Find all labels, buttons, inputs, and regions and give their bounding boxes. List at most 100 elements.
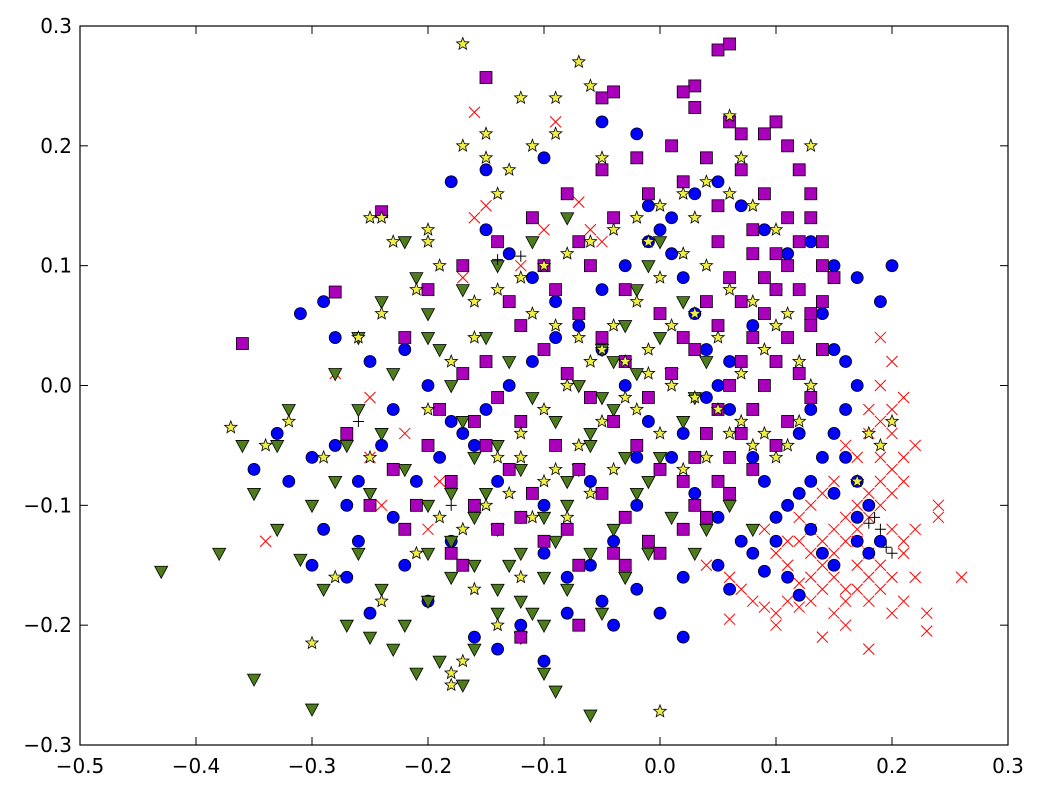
square-point	[444, 546, 458, 560]
x-tick-label: −0.1	[520, 754, 569, 778]
x-point	[828, 607, 840, 620]
circle-point	[282, 474, 296, 488]
circle-point	[804, 403, 818, 416]
square-point	[723, 450, 736, 464]
x-point	[851, 583, 864, 596]
plus-point	[445, 499, 457, 511]
star-point	[606, 461, 621, 476]
star-point	[768, 449, 784, 464]
circle-point	[467, 439, 481, 452]
triangle-point	[397, 619, 412, 634]
star-point	[606, 317, 621, 332]
square-point	[734, 127, 748, 141]
square-point	[595, 163, 609, 177]
star-point	[443, 353, 459, 368]
square-point	[642, 534, 655, 548]
triangle-point	[594, 607, 610, 622]
circle-point	[758, 223, 771, 237]
triangle-point	[420, 332, 436, 346]
square-point	[409, 498, 423, 512]
square-point	[734, 163, 748, 177]
x-point	[851, 523, 864, 536]
x-tick-label: 0.0	[644, 754, 676, 778]
circle-point	[293, 307, 307, 321]
square-point	[537, 343, 551, 356]
circle-point	[688, 486, 702, 500]
square-point	[769, 115, 783, 129]
x-point	[839, 583, 852, 596]
square-point	[804, 211, 818, 225]
star-point	[652, 198, 668, 212]
triangle-point	[536, 619, 552, 634]
x-point	[909, 571, 922, 584]
x-point	[828, 523, 840, 536]
star-point	[513, 425, 529, 440]
star-point	[478, 126, 494, 140]
circle-point	[317, 295, 331, 309]
star-point	[513, 569, 529, 584]
star-point	[304, 635, 320, 650]
square-point	[607, 546, 620, 560]
star-point	[664, 317, 679, 332]
triangle-point	[548, 535, 563, 550]
star-point	[722, 108, 737, 122]
square-point	[421, 283, 435, 297]
star-point	[594, 341, 610, 356]
circle-point	[850, 534, 864, 548]
triangle-point	[606, 404, 621, 418]
square-point	[340, 427, 354, 440]
square-point	[398, 522, 412, 536]
square-point	[456, 558, 470, 572]
x-point	[828, 547, 840, 560]
x-point	[804, 571, 817, 584]
square-point	[792, 283, 806, 297]
star-point	[525, 509, 540, 524]
triangle-point	[374, 583, 389, 598]
triangle-point	[281, 404, 296, 418]
square-point	[723, 37, 736, 51]
square-point	[456, 367, 470, 380]
circle-point	[537, 151, 551, 165]
circle-point	[386, 403, 400, 416]
triangle-point	[328, 475, 343, 490]
x-point	[932, 511, 945, 524]
square-point	[700, 295, 713, 309]
circle-point	[804, 235, 818, 249]
triangle-point	[351, 404, 366, 418]
star-point	[374, 593, 389, 608]
x-point	[862, 571, 875, 584]
circle-point	[479, 163, 493, 177]
square-point	[630, 439, 644, 452]
plus-point	[515, 250, 527, 262]
circle-point	[549, 331, 562, 344]
star-point	[617, 389, 633, 404]
square-point	[711, 235, 725, 249]
square-point	[792, 163, 806, 177]
square-point	[746, 462, 760, 476]
star-point	[722, 425, 737, 440]
star-point	[559, 246, 575, 260]
square-point	[758, 307, 771, 321]
circle-point	[653, 223, 667, 237]
circle-point	[502, 379, 516, 392]
circle-point	[642, 415, 655, 428]
circle-point	[816, 307, 829, 321]
star-point	[675, 246, 691, 260]
star-point	[548, 126, 563, 140]
star-point	[548, 90, 563, 105]
x-point	[862, 595, 875, 608]
circle-point	[433, 450, 447, 464]
square-point	[688, 79, 702, 93]
circle-point	[351, 534, 365, 548]
x-point	[781, 559, 794, 572]
square-point	[630, 151, 644, 165]
x-point	[955, 571, 968, 584]
x-point	[816, 535, 829, 548]
x-point	[804, 499, 817, 512]
square-point	[514, 630, 528, 644]
square-point	[804, 307, 818, 321]
triangle-point	[444, 571, 459, 586]
x-point	[259, 535, 272, 548]
circle-point	[676, 271, 690, 285]
